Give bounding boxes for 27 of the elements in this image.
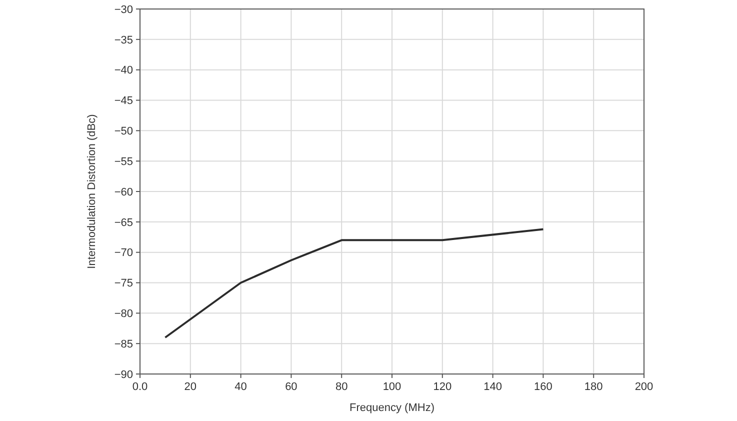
x-tick-label: 200 <box>634 381 654 393</box>
y-tick-label: −60 <box>114 186 133 198</box>
y-tick-label: −70 <box>114 247 133 260</box>
x-tick-label: 140 <box>484 381 502 393</box>
y-tick-label: −35 <box>114 34 133 46</box>
y-tick-label: −55 <box>114 156 133 168</box>
y-tick-label: −50 <box>114 126 133 138</box>
line-series <box>164 228 544 338</box>
x-tick-label: 60 <box>285 381 298 393</box>
x-tick-label: 80 <box>335 381 348 393</box>
y-tick-label: −75 <box>114 278 133 290</box>
x-tick-label: 20 <box>184 381 197 393</box>
y-axis-title: Intermodulation Distortion (dBc) <box>86 114 98 269</box>
y-tick-label: −90 <box>114 368 133 381</box>
x-tick-label: 180 <box>584 381 603 393</box>
y-tick-label: −85 <box>114 338 133 350</box>
y-tick-label: −30 <box>114 4 133 16</box>
x-tick-label: 40 <box>234 381 247 393</box>
x-tick-label: 0.0 <box>132 381 148 393</box>
y-tick-label: −80 <box>114 308 133 320</box>
y-tick-label: −65 <box>114 216 133 229</box>
y-tick-label: −45 <box>114 95 133 108</box>
x-tick-label: 120 <box>433 381 452 393</box>
x-tick-label: 160 <box>534 381 552 393</box>
x-tick-label: 100 <box>382 381 402 393</box>
y-tick-label: −40 <box>114 64 133 77</box>
x-axis-title: Frequency (MHz) <box>350 402 434 414</box>
